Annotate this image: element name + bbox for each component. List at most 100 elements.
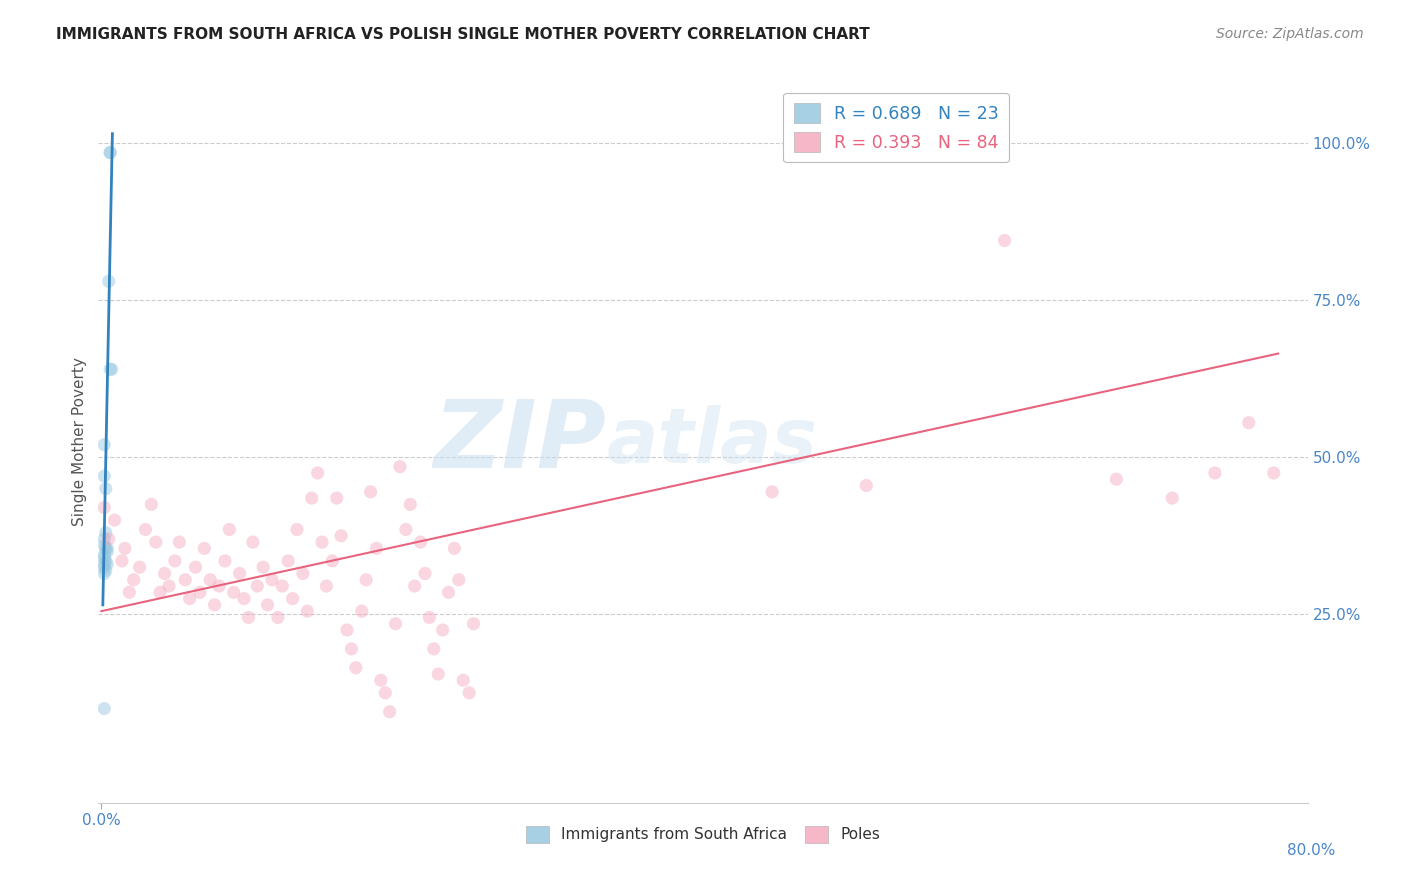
Point [98, 145, 121, 160]
Point [184, 560, 207, 574]
Legend: Immigrants from South Africa, Poles: Immigrants from South Africa, Poles [520, 820, 886, 849]
Point [1237, 416, 1260, 430]
Point [321, 554, 343, 568]
Point [350, 604, 373, 618]
Point [418, 610, 440, 624]
Point [330, 529, 353, 543]
Point [246, 579, 269, 593]
Point [128, 560, 150, 574]
Point [340, 641, 363, 656]
Point [297, 604, 319, 618]
Point [157, 579, 180, 593]
Text: IMMIGRANTS FROM SOUTH AFRICA VS POLISH SINGLE MOTHER POVERTY CORRELATION CHART: IMMIGRANTS FROM SOUTH AFRICA VS POLISH S… [56, 27, 870, 42]
Point [118, 585, 141, 599]
Point [96, 557, 118, 571]
Point [315, 579, 337, 593]
Point [409, 535, 432, 549]
Point [134, 523, 156, 537]
Point [94, 482, 117, 496]
Point [93, 550, 115, 565]
Point [256, 598, 278, 612]
Point [122, 573, 145, 587]
Point [141, 497, 163, 511]
Text: 80.0%: 80.0% [1288, 843, 1336, 858]
Point [285, 523, 308, 537]
Point [200, 573, 222, 587]
Point [111, 554, 134, 568]
Point [370, 673, 392, 688]
Point [354, 573, 377, 587]
Point [423, 641, 446, 656]
Point [222, 585, 245, 599]
Point [443, 541, 465, 556]
Point [233, 591, 256, 606]
Point [291, 566, 314, 581]
Point [97, 274, 120, 288]
Point [94, 541, 117, 556]
Point [1263, 466, 1285, 480]
Point [114, 541, 136, 556]
Point [218, 523, 240, 537]
Point [242, 535, 264, 549]
Point [98, 362, 121, 376]
Point [855, 478, 877, 492]
Point [267, 610, 290, 624]
Point [93, 532, 115, 546]
Point [271, 579, 294, 593]
Point [93, 548, 115, 562]
Point [252, 560, 274, 574]
Point [388, 459, 411, 474]
Point [432, 623, 454, 637]
Point [93, 538, 115, 552]
Point [94, 563, 117, 577]
Point [98, 145, 121, 160]
Point [93, 560, 115, 574]
Point [145, 535, 167, 549]
Point [458, 686, 481, 700]
Point [179, 591, 201, 606]
Point [153, 566, 176, 581]
Point [301, 491, 323, 505]
Point [93, 438, 115, 452]
Point [395, 523, 418, 537]
Point [208, 579, 231, 593]
Point [204, 598, 226, 612]
Point [214, 554, 236, 568]
Y-axis label: Single Mother Poverty: Single Mother Poverty [72, 357, 87, 526]
Point [94, 554, 117, 568]
Point [993, 234, 1015, 248]
Point [260, 573, 283, 587]
Point [93, 701, 115, 715]
Point [281, 591, 304, 606]
Point [336, 623, 359, 637]
Point [1105, 472, 1128, 486]
Text: Source: ZipAtlas.com: Source: ZipAtlas.com [1216, 27, 1364, 41]
Point [277, 554, 299, 568]
Point [761, 484, 783, 499]
Point [97, 532, 120, 546]
Point [93, 566, 115, 581]
Point [311, 535, 333, 549]
Point [93, 469, 115, 483]
Point [384, 616, 406, 631]
Point [169, 535, 191, 549]
Point [404, 579, 426, 593]
Point [94, 525, 117, 540]
Point [96, 544, 118, 558]
Point [399, 497, 422, 511]
Point [463, 616, 485, 631]
Text: ZIP: ZIP [433, 395, 606, 488]
Point [447, 573, 470, 587]
Point [104, 513, 127, 527]
Point [174, 573, 197, 587]
Text: atlas: atlas [606, 405, 817, 478]
Point [228, 566, 250, 581]
Point [451, 673, 474, 688]
Point [427, 667, 450, 681]
Point [100, 362, 122, 376]
Point [360, 484, 382, 499]
Point [307, 466, 329, 480]
Point [413, 566, 436, 581]
Point [149, 585, 172, 599]
Point [93, 500, 115, 515]
